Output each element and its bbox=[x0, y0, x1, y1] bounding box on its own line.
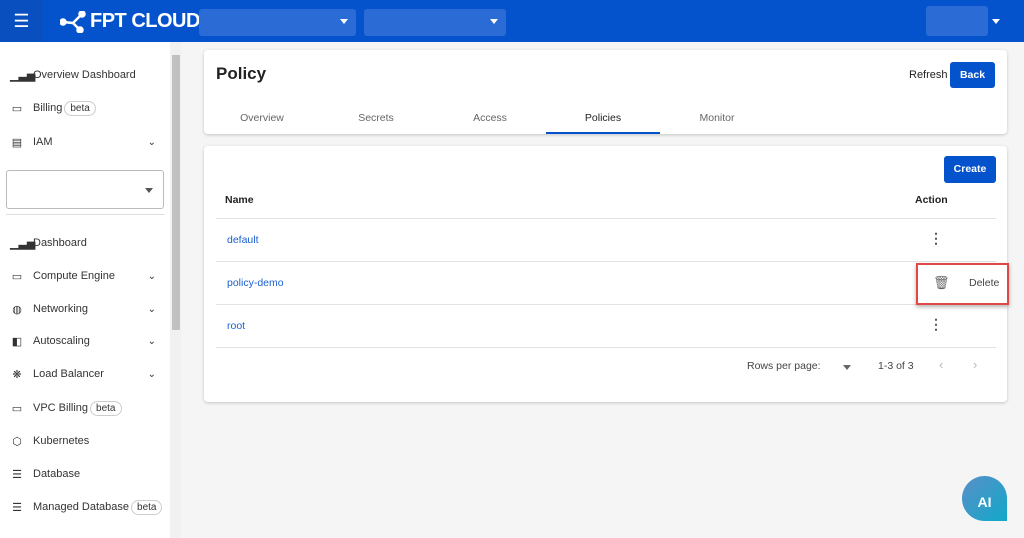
create-button[interactable]: Create bbox=[944, 156, 996, 183]
sidebar-item-label: VPC Billing bbox=[33, 402, 89, 414]
caret-down-icon bbox=[145, 188, 153, 193]
page-title: Policy bbox=[216, 64, 267, 83]
sidebar-item-billing[interactable]: ▭ Billing beta bbox=[0, 93, 170, 123]
tab-access[interactable]: Access bbox=[473, 112, 507, 124]
sidebar-item-label: Billing bbox=[33, 102, 63, 114]
sidebar-item-label: IAM bbox=[33, 136, 53, 148]
delete-menu-item[interactable]: Delete bbox=[969, 277, 1000, 289]
rows-per-page-label: Rows per page: bbox=[747, 360, 821, 372]
sidebar-item-iam[interactable]: ▤ IAM ⌄ bbox=[0, 127, 170, 157]
caret-down-icon bbox=[490, 19, 498, 24]
tab-monitor[interactable]: Monitor bbox=[699, 112, 735, 124]
tab-overview[interactable]: Overview bbox=[240, 112, 284, 124]
more-vert-icon[interactable]: ⋮ bbox=[929, 316, 943, 332]
sidebar-item-label: Dashboard bbox=[33, 237, 87, 249]
pagination-range: 1-3 of 3 bbox=[878, 360, 914, 372]
sidebar-item-autoscaling[interactable]: ◧ Autoscaling ⌄ bbox=[0, 326, 170, 356]
policy-header-card: Policy Refresh Back Overview Secrets Acc… bbox=[204, 50, 1007, 134]
ai-label: AI bbox=[977, 494, 992, 510]
trash-icon: 🗑 bbox=[933, 275, 950, 290]
balancer-icon: ❋ bbox=[12, 368, 22, 381]
sidebar-item-compute-engine[interactable]: ▭ Compute Engine ⌄ bbox=[0, 261, 170, 291]
project-dropdown[interactable] bbox=[6, 170, 164, 209]
cube-icon: ⬡ bbox=[12, 435, 22, 448]
sidebar-item-managed-database[interactable]: ☰ Managed Database beta bbox=[0, 492, 170, 522]
table-row: root ⋮ bbox=[216, 304, 996, 347]
divider bbox=[6, 214, 164, 215]
sidebar-item-label: Managed Database bbox=[33, 501, 130, 513]
bar-chart-icon: ▁▃▅ bbox=[10, 237, 36, 250]
rows-per-page-select[interactable] bbox=[843, 365, 851, 370]
prev-page-icon[interactable]: ‹ bbox=[939, 357, 944, 372]
sidebar-item-label: Load Balancer bbox=[33, 368, 104, 380]
database-icon: ☰ bbox=[12, 468, 22, 481]
chevron-down-icon: ⌄ bbox=[147, 303, 156, 315]
policies-table-card: Create Name Action default ⋮ policy-demo … bbox=[204, 146, 1007, 402]
column-header-name: Name bbox=[225, 194, 254, 206]
refresh-button[interactable]: Refresh bbox=[909, 69, 948, 81]
next-page-icon[interactable]: › bbox=[973, 357, 978, 372]
sidebar-item-networking[interactable]: ◍ Networking ⌄ bbox=[0, 294, 170, 324]
wallet-icon: ▭ bbox=[11, 402, 23, 415]
globe-icon: ◍ bbox=[12, 303, 22, 316]
beta-badge: beta bbox=[131, 499, 163, 515]
sidebar-item-label: Networking bbox=[33, 303, 89, 315]
scrollbar-thumb[interactable] bbox=[172, 55, 180, 330]
table-row: default ⋮ bbox=[216, 218, 996, 261]
delete-menu: 🗑 Delete bbox=[916, 263, 1009, 305]
tab-secrets[interactable]: Secrets bbox=[358, 112, 394, 124]
region-select[interactable] bbox=[199, 9, 356, 36]
ai-assistant-button[interactable]: AI bbox=[962, 476, 1007, 521]
table-row: policy-demo bbox=[216, 261, 996, 304]
back-button[interactable]: Back bbox=[950, 62, 995, 88]
sidebar-item-kubernetes[interactable]: ⬡ Kubernetes bbox=[0, 426, 170, 456]
beta-badge: beta bbox=[64, 100, 96, 116]
logo-text: FPT CLOUD bbox=[90, 10, 200, 32]
sidebar-item-vpc-billing[interactable]: ▭ VPC Billing beta bbox=[0, 393, 170, 423]
database-icon: ☰ bbox=[12, 501, 22, 514]
network-logo-icon bbox=[60, 10, 86, 33]
user-menu[interactable] bbox=[926, 6, 988, 36]
top-bar: ☰ FPT CLOUD bbox=[0, 0, 1024, 42]
tab-policies[interactable]: Policies bbox=[546, 102, 660, 134]
sidebar: ▁▃▅ Overview Dashboard ▭ Billing beta ▤ IAM ⌄… bbox=[0, 42, 170, 538]
bar-chart-icon: ▁▃▅ bbox=[10, 69, 36, 82]
hamburger-icon[interactable]: ☰ bbox=[0, 0, 43, 42]
caret-down-icon bbox=[340, 19, 348, 24]
sidebar-item-label: Database bbox=[33, 468, 81, 480]
monitor-icon: ▭ bbox=[11, 270, 23, 283]
column-header-action: Action bbox=[915, 194, 948, 206]
id-card-icon: ▤ bbox=[11, 136, 23, 149]
policy-link[interactable]: root bbox=[227, 320, 246, 332]
sidebar-item-database[interactable]: ☰ Database bbox=[0, 459, 170, 489]
beta-badge: beta bbox=[90, 400, 122, 416]
policy-link[interactable]: default bbox=[227, 234, 259, 246]
logo[interactable]: FPT CLOUD bbox=[60, 10, 200, 33]
policy-link[interactable]: policy-demo bbox=[227, 277, 284, 289]
sidebar-item-label: Kubernetes bbox=[33, 435, 90, 447]
project-select[interactable] bbox=[364, 9, 506, 36]
chevron-down-icon: ⌄ bbox=[147, 368, 156, 380]
chevron-down-icon: ⌄ bbox=[147, 335, 156, 347]
sidebar-item-label: Overview Dashboard bbox=[33, 69, 136, 81]
more-vert-icon[interactable]: ⋮ bbox=[929, 230, 943, 246]
autoscale-icon: ◧ bbox=[11, 335, 23, 348]
caret-down-icon[interactable] bbox=[992, 19, 1000, 24]
sidebar-item-dashboard[interactable]: ▁▃▅ Dashboard bbox=[0, 228, 170, 258]
sidebar-item-label: Compute Engine bbox=[33, 270, 115, 282]
chevron-down-icon: ⌄ bbox=[147, 270, 156, 282]
divider bbox=[216, 347, 996, 348]
sidebar-item-label: Autoscaling bbox=[33, 335, 90, 347]
sidebar-item-overview-dashboard[interactable]: ▁▃▅ Overview Dashboard bbox=[0, 60, 170, 90]
sidebar-item-load-balancer[interactable]: ❋ Load Balancer ⌄ bbox=[0, 359, 170, 389]
wallet-icon: ▭ bbox=[11, 102, 23, 115]
chevron-down-icon: ⌄ bbox=[147, 136, 156, 148]
